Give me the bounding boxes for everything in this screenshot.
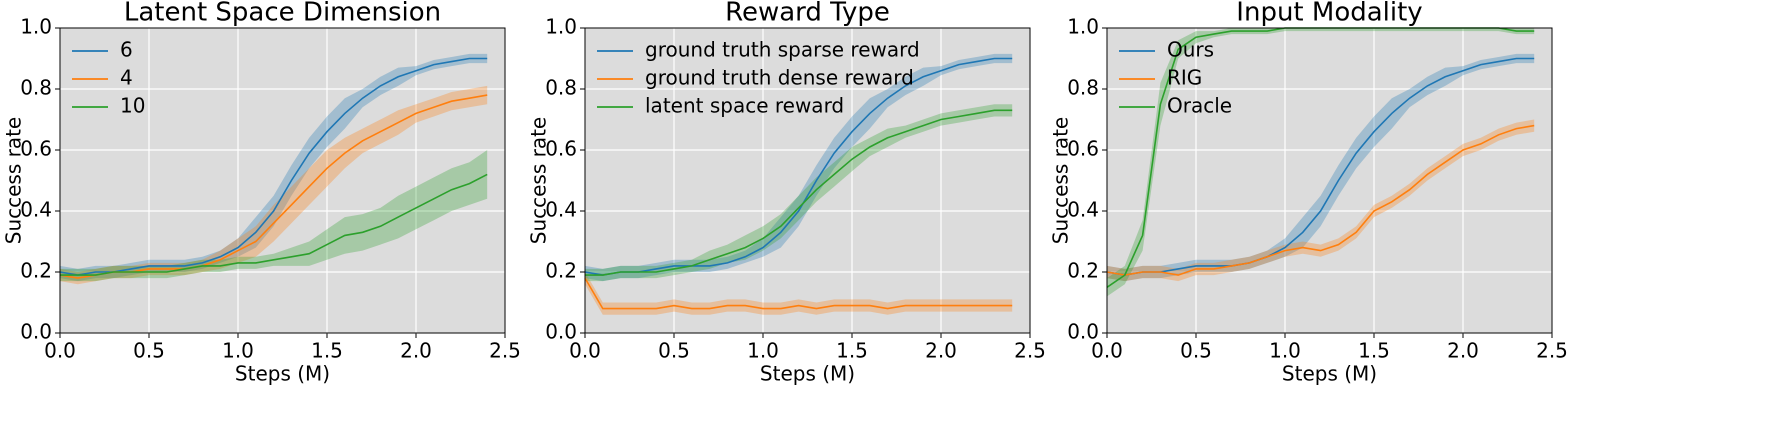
- confidence-band: [1107, 119, 1535, 282]
- plot-area: [1107, 28, 1552, 333]
- x-tick-label: 2.5: [489, 339, 521, 363]
- confidence-band: [60, 85, 488, 285]
- x-axis-label: Steps (M): [1282, 362, 1377, 386]
- legend-label: 10: [120, 94, 145, 118]
- chart-title: Latent Space Dimension: [124, 0, 441, 28]
- y-tick-label: 0.6: [20, 137, 52, 161]
- series-line: [1106, 124, 1535, 276]
- y-tick-label: 1.0: [545, 15, 577, 39]
- x-tick-label: 1.5: [311, 339, 343, 363]
- legend-label: 4: [120, 66, 133, 90]
- y-tick-label: 0.0: [545, 320, 577, 344]
- y-axis-label: Success rate: [1049, 117, 1073, 245]
- legend-label: latent space reward: [645, 94, 844, 118]
- panel: 0.0 0.5 1.0 1.5 2.0 2.5 0.0 0.2 0.4 0.6 0.8 1.0 Inpu…: [1049, 0, 1568, 386]
- y-tick-label: 0.8: [1067, 76, 1099, 100]
- y-tick-label: 0.2: [20, 259, 52, 283]
- plot-area: [585, 28, 1030, 333]
- y-tick-label: 0.2: [1067, 259, 1099, 283]
- y-tick-label: 0.8: [545, 76, 577, 100]
- plot-frame: [59, 27, 506, 334]
- panel: 0.0 0.5 1.0 1.5 2.0 2.5 0.0 0.2 0.4 0.6 0.8 1.0 Rewa…: [527, 0, 1046, 386]
- legend-label: ground truth dense reward: [645, 66, 914, 90]
- x-tick-label: 0.0: [44, 339, 76, 363]
- y-tick-label: 0.6: [1067, 137, 1099, 161]
- x-tick-label: 2.5: [1014, 339, 1046, 363]
- y-tick-label: 0.8: [20, 76, 52, 100]
- legend-label: Ours: [1167, 38, 1214, 62]
- y-axis-label: Success rate: [2, 117, 26, 245]
- x-tick-label: 2.5: [1536, 339, 1568, 363]
- y-tick-label: 0.2: [545, 259, 577, 283]
- x-tick-label: 0.0: [569, 339, 601, 363]
- series-line: [584, 277, 1013, 310]
- y-axis-label: Success rate: [527, 117, 551, 245]
- legend-label: RIG: [1167, 66, 1202, 90]
- confidence-band: [585, 272, 1013, 315]
- x-tick-label: 1.0: [1269, 339, 1301, 363]
- plot-area: [60, 28, 505, 333]
- y-tick-label: 0.4: [1067, 198, 1099, 222]
- series-line: [1106, 57, 1535, 276]
- legend-label: Oracle: [1167, 94, 1232, 118]
- legend-label: ground truth sparse reward: [645, 38, 920, 62]
- x-tick-label: 2.0: [925, 339, 957, 363]
- y-tick-label: 1.0: [20, 15, 52, 39]
- series-line: [585, 109, 1013, 276]
- x-axis-label: Steps (M): [235, 362, 330, 386]
- chart-title: Input Modality: [1236, 0, 1422, 28]
- x-tick-label: 1.0: [747, 339, 779, 363]
- y-tick-label: 0.4: [545, 198, 577, 222]
- x-tick-label: 1.0: [222, 339, 254, 363]
- plot-frame: [584, 27, 1031, 334]
- series-line: [584, 57, 1013, 276]
- x-tick-label: 2.0: [400, 339, 432, 363]
- x-tick-label: 0.5: [133, 339, 165, 363]
- y-tick-label: 0.4: [20, 198, 52, 222]
- legend-label: 6: [120, 38, 133, 62]
- x-tick-label: 0.0: [1091, 339, 1123, 363]
- x-tick-label: 0.5: [658, 339, 690, 363]
- y-tick-label: 1.0: [1067, 15, 1099, 39]
- series-line: [59, 57, 488, 276]
- series-line: [60, 173, 488, 276]
- x-tick-label: 0.5: [1180, 339, 1212, 363]
- plot-frame: [1106, 27, 1553, 334]
- x-tick-label: 2.0: [1447, 339, 1479, 363]
- y-tick-label: 0.6: [545, 137, 577, 161]
- y-tick-label: 0.0: [1067, 320, 1099, 344]
- chart-title: Reward Type: [725, 0, 890, 28]
- y-tick-label: 0.0: [20, 320, 52, 344]
- x-axis-label: Steps (M): [760, 362, 855, 386]
- x-tick-label: 1.5: [1358, 339, 1390, 363]
- x-tick-label: 1.5: [836, 339, 868, 363]
- panel: 0.0 0.5 1.0 1.5 2.0 2.5 0.0 0.2 0.4 0.6 0.8 1.0 Late…: [2, 0, 521, 386]
